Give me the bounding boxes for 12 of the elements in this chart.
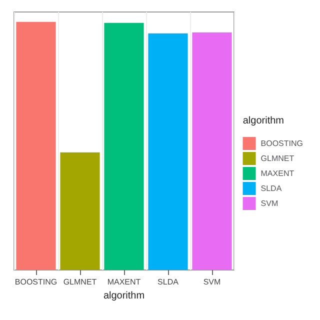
x-tick-label: SVM xyxy=(203,278,221,286)
x-tick-label: BOOSTING xyxy=(14,278,58,286)
legend-title: algorithm xyxy=(242,116,284,126)
legend-label: SVM xyxy=(260,199,278,208)
legend-label: SLDA xyxy=(260,184,282,193)
x-tick-label: MAXENT xyxy=(107,278,141,286)
x-axis-title: algorithm xyxy=(103,290,145,302)
legend-label: MAXENT xyxy=(260,169,294,178)
legend-label: BOOSTING xyxy=(260,139,304,148)
legend-label: GLMNET xyxy=(260,154,294,163)
x-tick-label: GLMNET xyxy=(63,278,97,286)
x-tick-label: SLDA xyxy=(158,278,180,286)
